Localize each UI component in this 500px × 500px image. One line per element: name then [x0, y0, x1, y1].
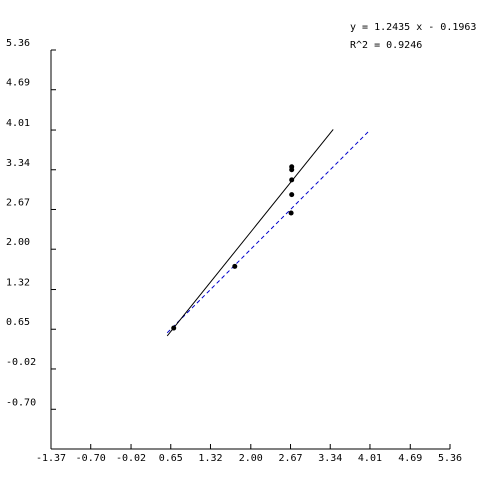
fit-line: [166, 129, 334, 337]
y-tick-label: 4.69: [6, 78, 30, 89]
y-tick-label: -0.70: [6, 397, 36, 408]
data-point: [289, 164, 295, 170]
y-tick-label: 3.34: [6, 158, 30, 169]
equation-label: y = 1.2435 x - 0.1963: [350, 22, 476, 33]
x-tick-label: 3.34: [318, 453, 342, 464]
data-point: [171, 325, 177, 331]
identity-line: [166, 129, 371, 334]
x-tick-label: -0.70: [76, 453, 106, 464]
data-point: [288, 210, 294, 216]
x-tick-label: 0.65: [159, 453, 183, 464]
y-tick-label: -0.02: [6, 357, 36, 368]
x-tick-label: 1.32: [198, 453, 222, 464]
y-tick-label: 1.32: [6, 278, 30, 289]
y-tick-label: 2.00: [6, 237, 30, 248]
x-tick-label: 2.00: [239, 453, 263, 464]
r-squared-label: R^2 = 0.9246: [350, 40, 422, 51]
x-ticks: -1.37 -0.70 -0.02 0.65 1.32 2.00 2.67 3.34 4.01 4…: [36, 444, 462, 464]
y-tick-label: 2.67: [6, 197, 30, 208]
x-tick-label: 4.69: [398, 453, 422, 464]
y-ticks: -0.70 -0.02 0.65 1.32 2.00 2.67 3.34 4.01 4.69 5.…: [6, 38, 56, 410]
x-tick-label: 4.01: [358, 453, 382, 464]
plot-area: -1.37 -0.70 -0.02 0.65 1.32 2.00 2.67 3.34 4.01 4…: [6, 38, 462, 464]
x-tick-label: -1.37: [36, 453, 66, 464]
data-point: [232, 263, 238, 269]
data-point: [289, 192, 295, 198]
y-tick-label: 5.36: [6, 38, 30, 49]
x-tick-label: 2.67: [278, 453, 302, 464]
x-tick-label: 5.36: [438, 453, 462, 464]
data-point: [289, 177, 295, 183]
x-tick-label: -0.02: [116, 453, 146, 464]
data-points: [171, 164, 295, 331]
y-tick-label: 4.01: [6, 118, 30, 129]
y-tick-label: 0.65: [6, 317, 30, 328]
